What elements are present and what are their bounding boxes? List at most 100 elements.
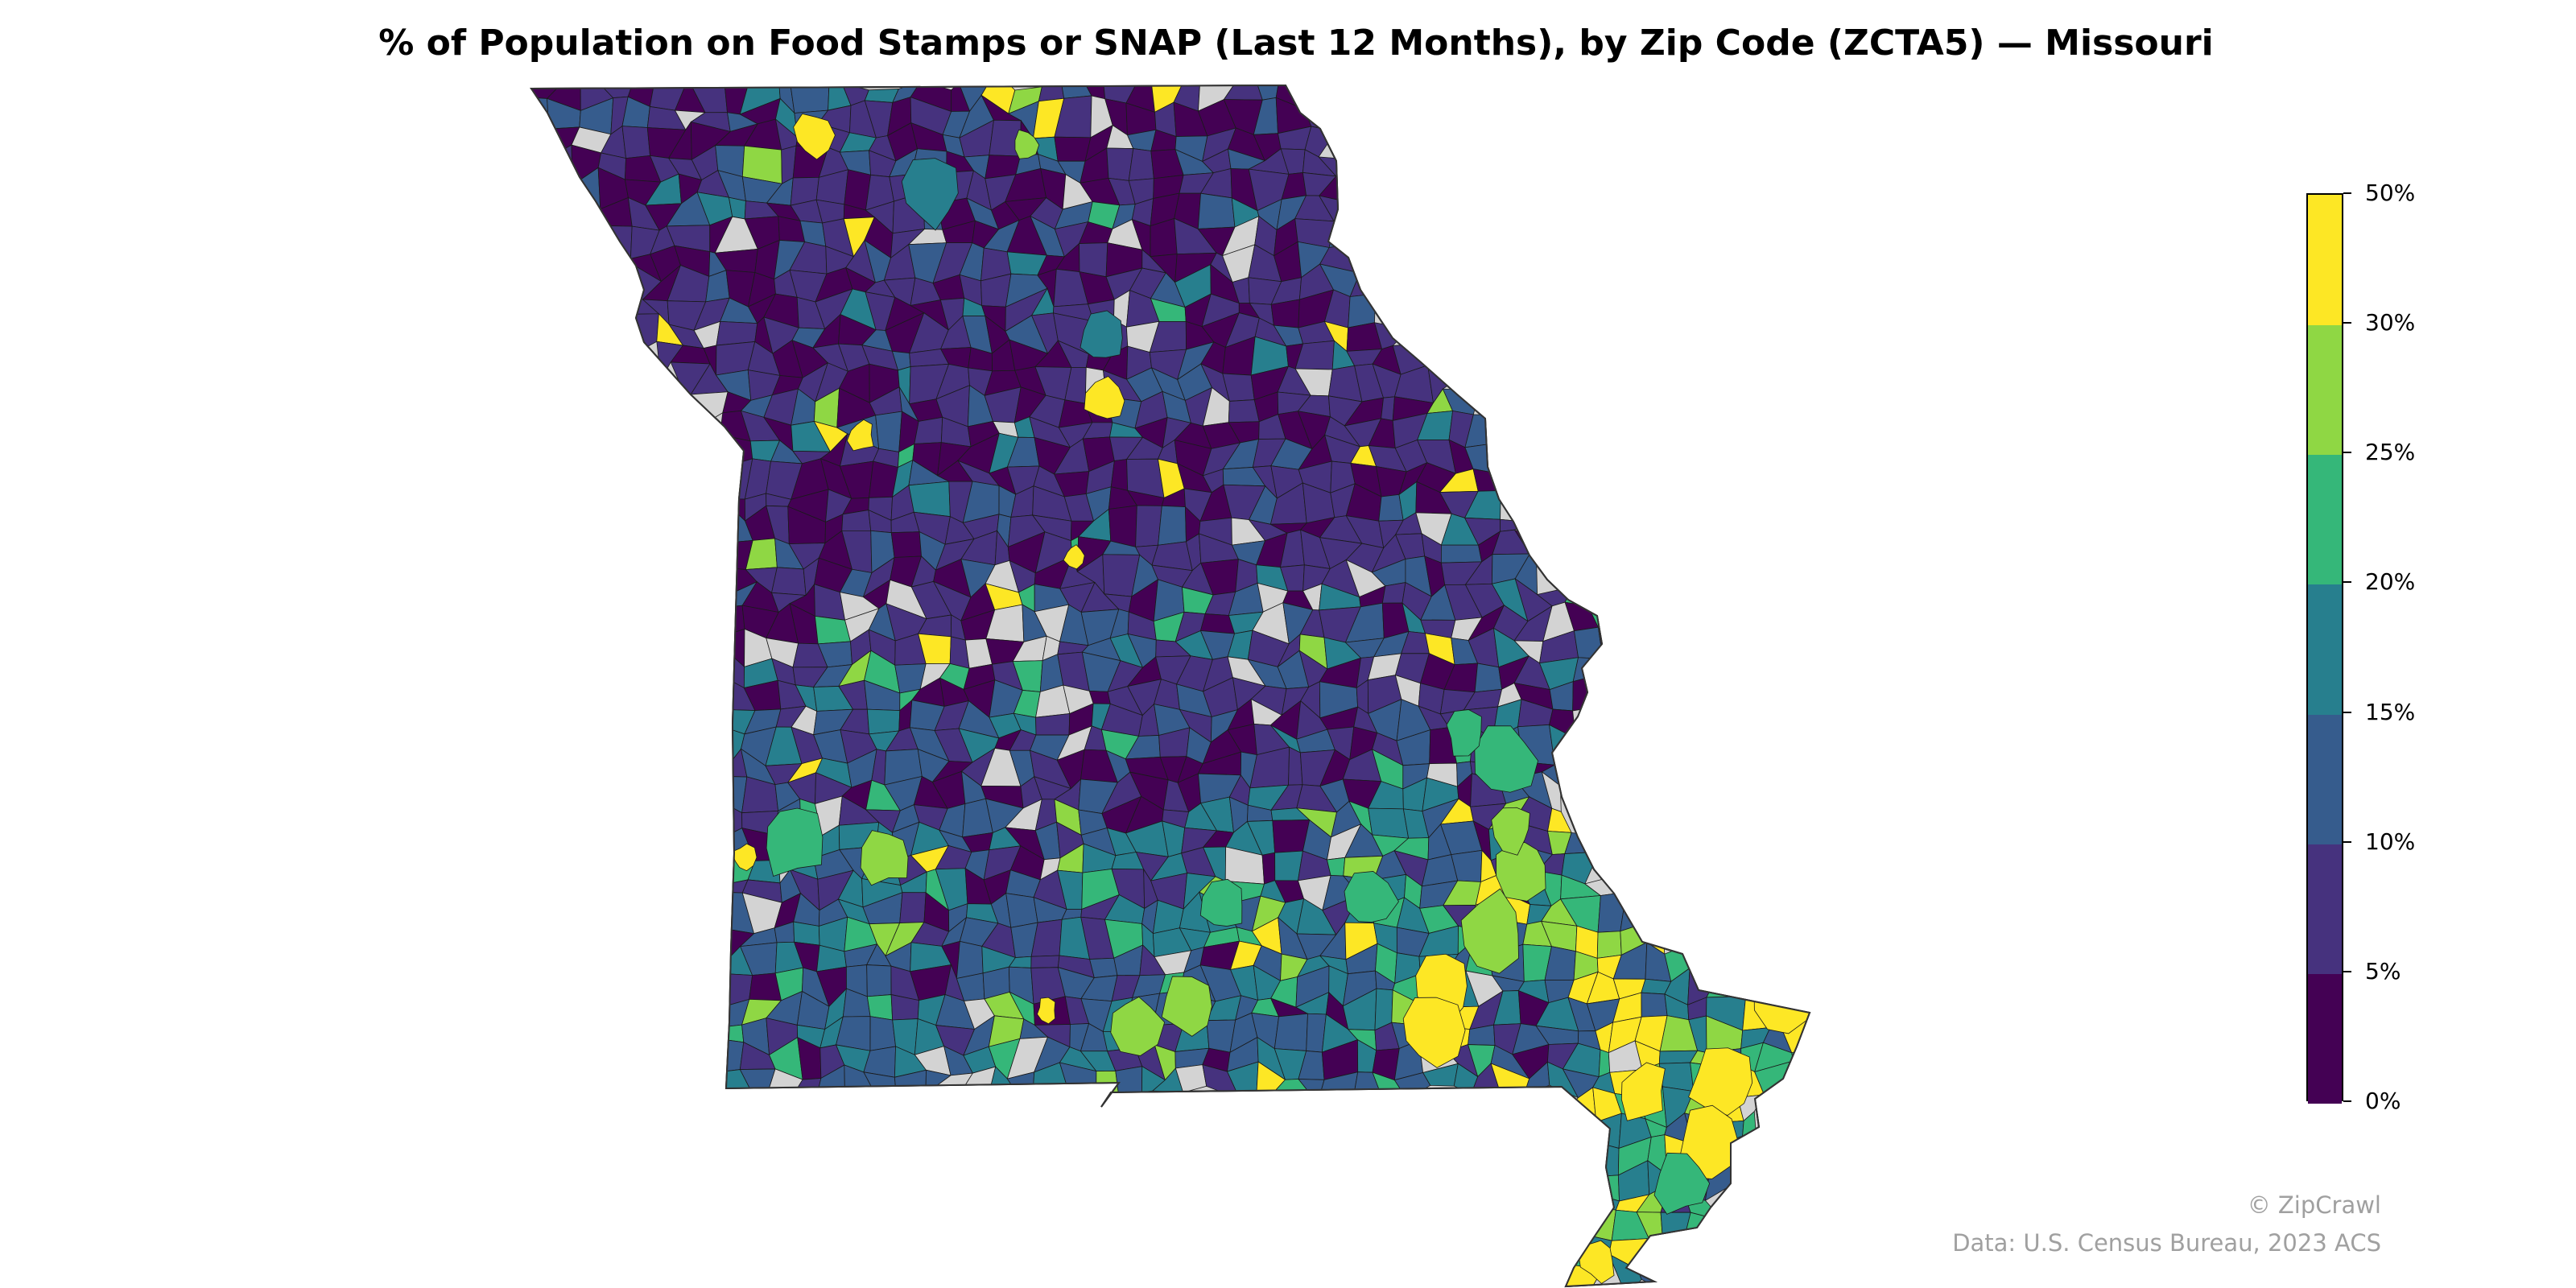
zcta-region	[1054, 136, 1092, 162]
zcta-region	[715, 628, 745, 668]
legend-tick-mark	[2343, 840, 2351, 843]
zcta-region	[1014, 129, 1040, 159]
zcta-region	[899, 892, 927, 923]
legend-tick-mark	[2343, 711, 2351, 713]
legend-tick-mark	[2343, 970, 2351, 972]
zcta-region	[1089, 957, 1118, 978]
zcta-region	[1274, 1013, 1308, 1051]
zcta-region	[1344, 871, 1399, 923]
legend-tick-mark	[2343, 581, 2351, 584]
zcta-region	[1680, 1104, 1740, 1179]
zcta-region	[1158, 505, 1187, 546]
zcta-region	[1641, 992, 1668, 1018]
zcta-region	[552, 144, 573, 186]
zcta-region	[1624, 458, 1657, 507]
zcta-region	[866, 708, 901, 735]
legend-tick-label: 0%	[2365, 1088, 2401, 1114]
legend-bin-2	[2308, 713, 2342, 844]
zcta-region	[1084, 376, 1125, 419]
zcta-region	[914, 416, 943, 444]
zcta-region	[1596, 931, 1622, 959]
zcta-region	[1270, 299, 1300, 328]
legend-tick-label: 5%	[2365, 957, 2401, 985]
zcta-region	[621, 126, 650, 159]
legend-tick-label: 10%	[2365, 828, 2416, 855]
zcta-region	[1005, 893, 1038, 928]
legend-tick-label: 50%	[2365, 180, 2416, 206]
legend-tick-mark	[2343, 452, 2351, 454]
zcta-region	[1402, 997, 1466, 1068]
zcta-region	[1079, 242, 1108, 278]
zcta-region	[1063, 544, 1085, 570]
zcta-regions	[531, 85, 1810, 1286]
zcta-region	[1135, 505, 1162, 547]
legend-bin-4	[2308, 454, 2342, 585]
zcta-region	[793, 921, 820, 946]
zcta-region	[1706, 975, 1747, 998]
zcta-region	[718, 1038, 745, 1073]
zcta-region	[1381, 396, 1395, 421]
zcta-region	[1035, 713, 1071, 736]
copyright-text: © ZipCrawl	[2247, 1191, 2381, 1219]
zcta-region	[793, 113, 836, 160]
zcta-region	[875, 411, 902, 452]
map-title: % of Population on Food Stamps or SNAP (…	[378, 23, 2214, 64]
zcta-region	[1574, 626, 1604, 660]
data-source-text: Data: U.S. Census Bureau, 2023 ACS	[1952, 1229, 2381, 1257]
zcta-region	[1348, 293, 1376, 328]
zcta-region	[863, 1071, 898, 1104]
legend-bin-5	[2308, 324, 2342, 456]
zcta-region	[1108, 505, 1137, 547]
zcta-region	[846, 419, 874, 452]
zcta-region	[1496, 842, 1546, 902]
legend-bin-1	[2308, 843, 2342, 974]
legend-bin-0	[2308, 972, 2342, 1104]
zcta-region	[1080, 310, 1123, 358]
zcta-region	[1598, 1049, 1611, 1078]
zcta-region	[1161, 976, 1212, 1037]
legend-bin-6	[2308, 195, 2342, 326]
zcta-region	[1460, 888, 1519, 974]
zcta-region	[866, 964, 892, 997]
zcta-region	[890, 531, 922, 558]
zcta-region	[956, 940, 984, 980]
legend-tick-mark	[2343, 1100, 2351, 1102]
zcta-region	[1472, 469, 1504, 492]
zcta-region	[1624, 323, 1682, 386]
zcta-region	[1110, 996, 1166, 1056]
zcta-region	[1440, 544, 1483, 564]
legend-tick-mark	[2343, 192, 2351, 194]
zcta-region	[1446, 709, 1482, 757]
zcta-region	[788, 85, 830, 114]
zcta-region	[1599, 1142, 1620, 1177]
zcta-region	[771, 567, 807, 596]
zcta-region	[1572, 708, 1602, 739]
zcta-region	[1491, 807, 1530, 856]
legend-colorbar	[2306, 193, 2343, 1104]
legend-bin-3	[2308, 584, 2342, 715]
zcta-region	[1474, 725, 1539, 793]
legend-tick-mark	[2343, 322, 2351, 324]
zcta-region	[1197, 192, 1236, 229]
legend-tick-label: 15%	[2365, 698, 2416, 725]
zcta-region	[1653, 1152, 1711, 1215]
legend-tick-label: 20%	[2365, 568, 2416, 596]
legend-tick-label: 30%	[2365, 309, 2416, 336]
legend-tick-label: 25%	[2365, 439, 2416, 466]
zcta-region	[1474, 663, 1503, 693]
zcta-region	[531, 97, 550, 137]
zcta-region	[1500, 485, 1532, 523]
zcta-region	[1223, 85, 1263, 101]
zcta-region	[860, 830, 909, 886]
zcta-region	[1228, 399, 1260, 423]
zcta-region	[1620, 1062, 1666, 1121]
zcta-region	[1088, 690, 1111, 704]
zcta-region	[766, 807, 824, 877]
zcta-region	[1381, 582, 1406, 604]
zcta-region	[1688, 1047, 1753, 1116]
zcta-region	[715, 776, 748, 814]
zcta-region	[1368, 807, 1410, 839]
zcta-region	[869, 1016, 897, 1051]
zcta-region	[1030, 955, 1060, 968]
